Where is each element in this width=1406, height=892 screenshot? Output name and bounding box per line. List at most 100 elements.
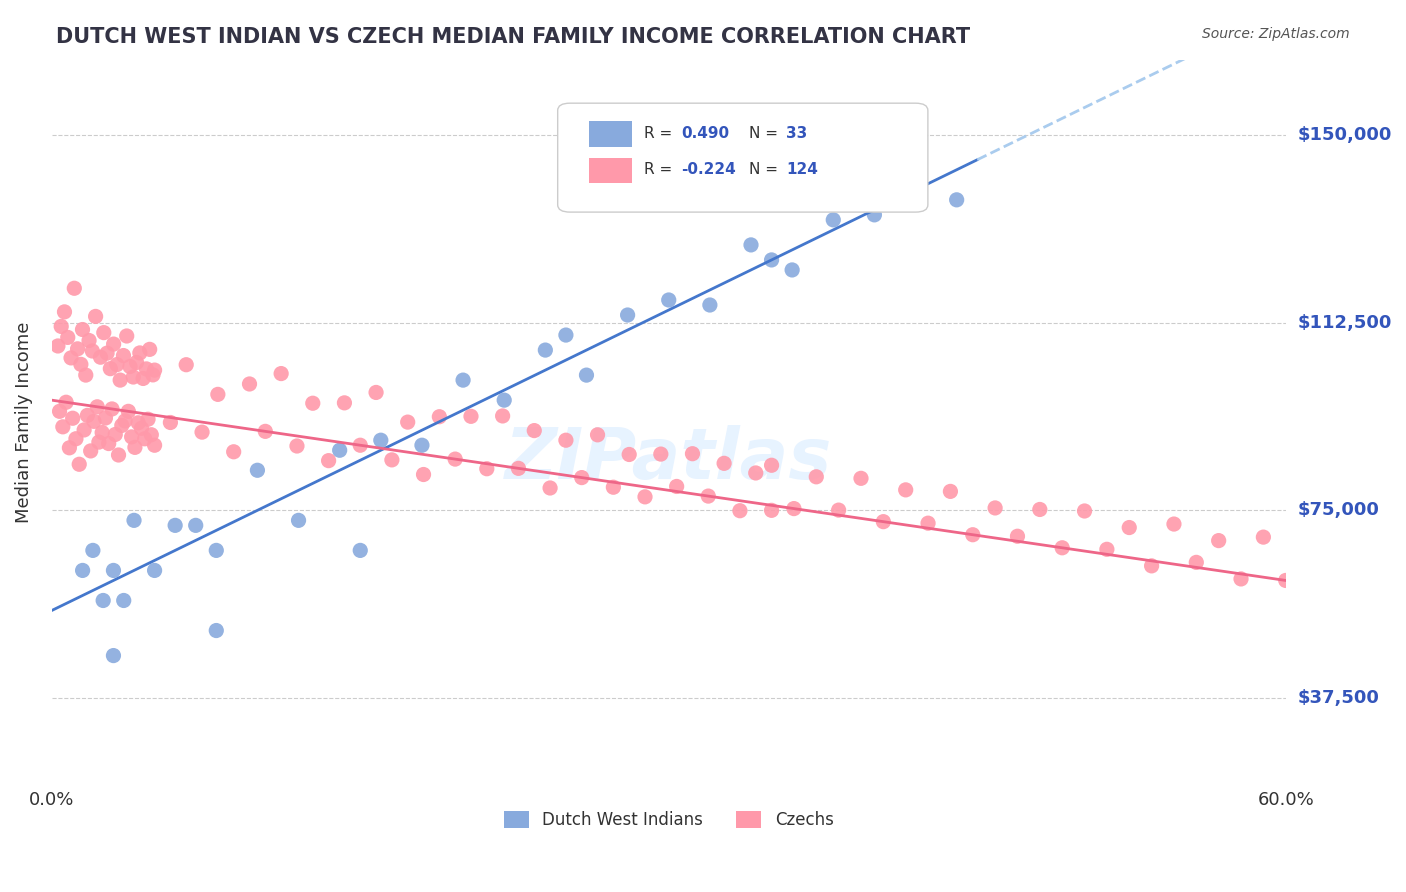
Point [1029, 502, 1052, 516]
Point [128, 346, 150, 360]
Point [318, 453, 340, 467]
Point [205, 624, 228, 638]
Point [1185, 555, 1208, 569]
Bar [589, 121, 631, 147]
Point [134, 432, 156, 446]
Point [619, 448, 641, 462]
Point [238, 376, 260, 391]
Point [103, 337, 125, 351]
Point [79, 444, 101, 458]
Point [894, 483, 917, 497]
Point [554, 434, 576, 448]
Point [665, 479, 688, 493]
Point [761, 252, 783, 267]
Point [849, 471, 872, 485]
Point [745, 466, 768, 480]
Point [63, 281, 86, 295]
Point [103, 564, 125, 578]
Point [136, 412, 159, 426]
Point [84, 310, 107, 324]
Point [523, 424, 546, 438]
Point [451, 373, 474, 387]
Point [143, 363, 166, 377]
Point [491, 409, 513, 423]
Point [475, 461, 498, 475]
Point [205, 543, 228, 558]
Point [650, 447, 672, 461]
Point [1208, 533, 1230, 548]
Point [87, 435, 110, 450]
Point [634, 490, 657, 504]
Point [72, 322, 94, 336]
Point [48, 404, 70, 418]
Point [494, 393, 516, 408]
Point [125, 355, 148, 369]
Point [508, 461, 530, 475]
Point [658, 293, 681, 307]
Point [1073, 504, 1095, 518]
Text: R =: R = [644, 126, 678, 141]
Point [105, 358, 128, 372]
Point [575, 368, 598, 383]
Text: $37,500: $37,500 [1298, 690, 1379, 707]
Point [806, 470, 828, 484]
Point [364, 385, 387, 400]
Text: R =: R = [644, 162, 678, 178]
Point [108, 373, 131, 387]
Text: $150,000: $150,000 [1298, 126, 1392, 144]
Point [1140, 558, 1163, 573]
Text: N =: N = [749, 126, 783, 141]
Point [287, 513, 309, 527]
Text: 124: 124 [786, 162, 818, 178]
Point [349, 438, 371, 452]
Point [53, 305, 76, 319]
Text: $75,000: $75,000 [1298, 501, 1379, 519]
Point [571, 470, 593, 484]
Point [1163, 517, 1185, 532]
Point [142, 368, 165, 382]
Point [823, 212, 845, 227]
Text: -0.224: -0.224 [681, 162, 735, 178]
Legend: Dutch West Indians, Czechs: Dutch West Indians, Czechs [498, 804, 841, 836]
Point [444, 452, 467, 467]
Point [112, 349, 135, 363]
Point [122, 370, 145, 384]
Point [699, 298, 721, 312]
Point [86, 400, 108, 414]
Point [75, 368, 97, 382]
Point [93, 326, 115, 340]
Point [122, 513, 145, 527]
Point [97, 436, 120, 450]
Point [761, 458, 783, 473]
Point [827, 503, 849, 517]
Point [141, 427, 163, 442]
Point [586, 427, 609, 442]
Point [381, 453, 404, 467]
Point [728, 504, 751, 518]
Point [904, 168, 927, 182]
Point [124, 441, 146, 455]
Point [103, 648, 125, 663]
Point [412, 467, 434, 482]
Bar [589, 158, 631, 183]
Point [863, 208, 886, 222]
Point [127, 416, 149, 430]
Point [66, 342, 89, 356]
Point [270, 367, 292, 381]
Point [58, 441, 80, 455]
Point [82, 543, 104, 558]
Point [115, 329, 138, 343]
Point [713, 456, 735, 470]
Point [89, 350, 111, 364]
Point [174, 358, 197, 372]
Point [117, 404, 139, 418]
Point [184, 518, 207, 533]
Point [740, 238, 762, 252]
Point [98, 361, 121, 376]
Point [121, 430, 143, 444]
Point [427, 409, 450, 424]
Point [118, 359, 141, 374]
Point [55, 395, 77, 409]
Point [101, 401, 124, 416]
Text: N =: N = [749, 162, 783, 178]
